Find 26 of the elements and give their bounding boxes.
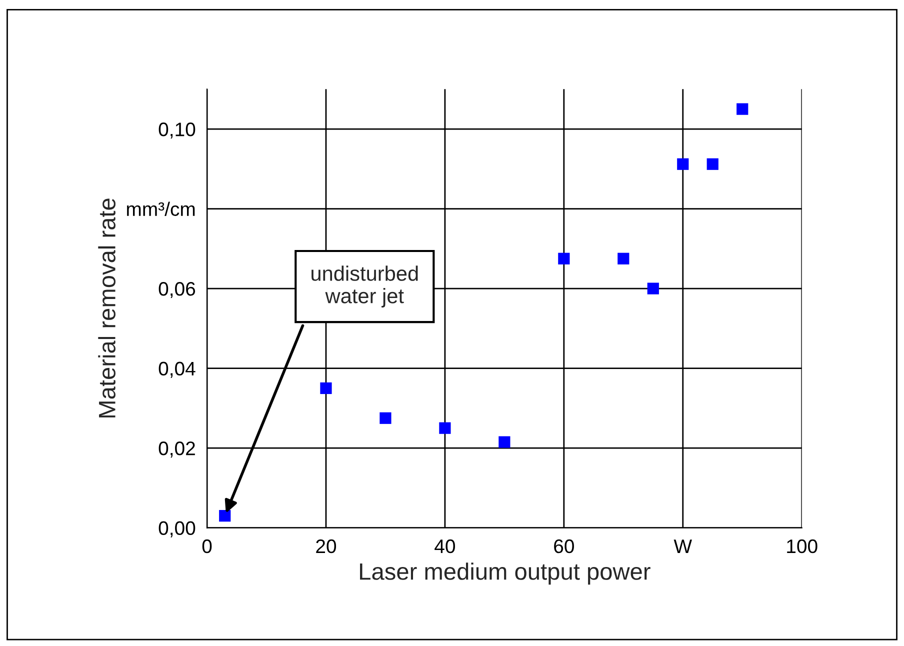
x-tick-label: W: [674, 540, 692, 553]
point: [439, 422, 451, 434]
point: [706, 158, 718, 170]
annotation: undisturbed water jet: [312, 266, 418, 308]
y-axis-title: Material removal rate: [98, 198, 116, 418]
point: [558, 252, 570, 264]
y-tick-label: 0,06: [158, 282, 196, 298]
y-tick-label: 0,02: [158, 442, 195, 458]
y-tick-label: 0,10: [158, 122, 196, 139]
point: [618, 252, 630, 264]
x-axis-title: Laser medium output power: [360, 562, 650, 585]
x-tick-label: 60: [554, 539, 574, 554]
x-tick-label: 0: [202, 539, 212, 554]
point: [320, 382, 332, 394]
y-tick-label: mm³/cm: [127, 202, 195, 216]
y-tick-label: 0,00: [158, 521, 196, 538]
point: [498, 436, 510, 448]
point: [647, 282, 659, 294]
x-tick-label: 20: [316, 539, 336, 554]
y-tick-label: 0,04: [158, 362, 196, 378]
point: [219, 510, 231, 522]
point: [736, 103, 748, 115]
x-tick-label: 100: [787, 539, 818, 554]
point: [380, 412, 392, 424]
point: [677, 158, 689, 170]
x-tick-label: 40: [434, 539, 456, 554]
